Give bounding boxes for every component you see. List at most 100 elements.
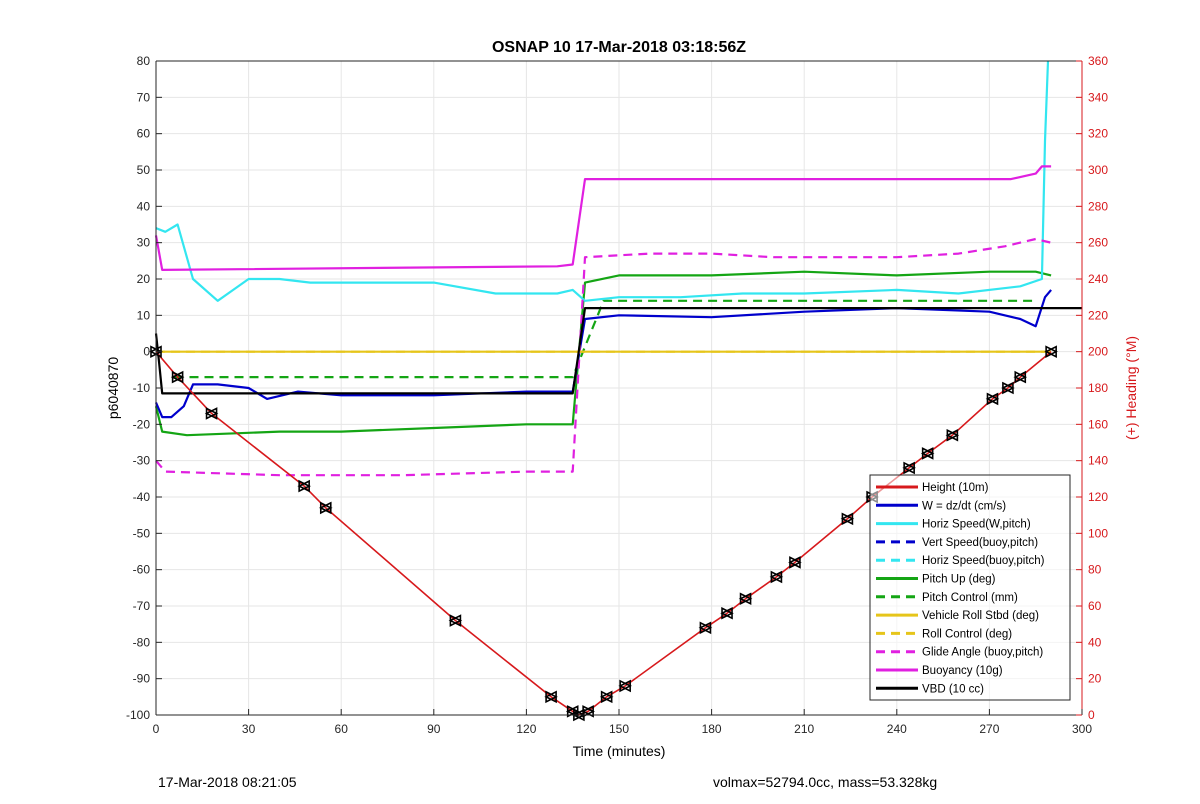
y-tick-label: -70	[133, 599, 151, 613]
x-tick-label: 90	[427, 722, 441, 736]
y2-tick-label: 0	[1088, 708, 1095, 722]
legend-label-w: W = dz/dt (cm/s)	[922, 500, 1006, 512]
height-marker	[945, 428, 960, 442]
legend-label-horiz_speed_w: Horiz Speed(W,pitch)	[922, 519, 1031, 531]
y2-tick-label: 140	[1088, 454, 1108, 468]
y2-tick-label: 340	[1088, 90, 1108, 104]
chart-title: OSNAP 10 17-Mar-2018 03:18:56Z	[492, 39, 746, 56]
height-marker	[1001, 381, 1015, 395]
y2-tick-label: 280	[1088, 199, 1108, 213]
y2-tick-label: 260	[1088, 236, 1108, 250]
height-marker	[698, 621, 713, 635]
y-tick-label: 20	[137, 272, 151, 286]
footer-volmax-mass: volmax=52794.0cc, mass=53.328kg	[713, 774, 938, 790]
height-marker	[170, 370, 185, 384]
y2-tick-label: 40	[1088, 635, 1102, 649]
y-tick-label: -90	[133, 672, 151, 686]
y-tick-label: 80	[137, 54, 151, 68]
y2-tick-label: 120	[1088, 490, 1108, 504]
y-tick-label: -30	[133, 454, 151, 468]
y2-tick-label: 60	[1088, 599, 1102, 613]
legend-label-buoyancy: Buoyancy (10g)	[922, 665, 1003, 677]
legend-label-roll_control: Roll Control (deg)	[922, 628, 1012, 640]
y-tick-label: 60	[137, 127, 151, 141]
y2-tick-label: 320	[1088, 127, 1108, 141]
y2-tick-label: 240	[1088, 272, 1108, 286]
y2-tick-label: 80	[1088, 563, 1102, 577]
series-pitch_up	[154, 270, 1052, 437]
y2-tick-label: 360	[1088, 54, 1108, 68]
series-vbd	[154, 307, 1082, 395]
height-marker	[1044, 345, 1058, 358]
y-tick-label: -60	[133, 563, 151, 577]
footer-timestamp: 17-Mar-2018 08:21:05	[158, 774, 297, 790]
x-tick-label: 270	[979, 722, 999, 736]
legend-label-pitch_control: Pitch Control (mm)	[922, 592, 1018, 604]
series-w	[154, 289, 1052, 419]
x-tick-label: 60	[335, 722, 349, 736]
x-tick-label: 300	[1072, 722, 1092, 736]
y-tick-label: -40	[133, 490, 151, 504]
legend: Height (10m) W = dz/dt (cm/s) Horiz Speed(…	[869, 474, 1071, 701]
height-marker	[738, 592, 753, 606]
series-buoyancy	[154, 165, 1052, 271]
y-axis-label: p6040870	[105, 357, 121, 420]
height-marker	[544, 690, 558, 704]
series-horiz_speed_w	[155, 60, 1050, 302]
height-marker	[448, 614, 463, 627]
height-marker	[720, 606, 734, 620]
y-tick-label: 70	[137, 90, 151, 104]
series-layer	[149, 60, 1082, 722]
legend-label-horiz_speed_buoy: Horiz Speed(buoy,pitch)	[922, 555, 1045, 567]
y2-tick-label: 220	[1088, 308, 1108, 322]
height-marker	[985, 392, 1000, 406]
legend-label-vbd: VBD (10 cc)	[922, 683, 984, 695]
x-tick-label: 210	[794, 722, 814, 736]
legend-label-pitch_up: Pitch Up (deg)	[922, 574, 996, 586]
y-tick-label: 0	[143, 345, 150, 359]
y-tick-label: -10	[133, 381, 151, 395]
y2-tick-label: 180	[1088, 381, 1108, 395]
x-tick-label: 0	[153, 722, 160, 736]
series-pitch_control	[174, 299, 1036, 379]
legend-label-roll: Vehicle Roll Stbd (deg)	[922, 610, 1039, 622]
height-marker	[840, 512, 855, 526]
y2-tick-label: 200	[1088, 345, 1108, 359]
height-marker	[769, 570, 784, 584]
x-tick-label: 240	[887, 722, 907, 736]
y2-axis-label: (+) Heading (°M)	[1123, 336, 1139, 440]
height-marker	[599, 690, 614, 704]
y-tick-label: 30	[137, 236, 151, 250]
legend-label-vert_speed_buoy: Vert Speed(buoy,pitch)	[922, 537, 1038, 549]
x-tick-label: 30	[242, 722, 256, 736]
legend-label-glide_angle: Glide Angle (buoy,pitch)	[922, 647, 1043, 659]
y-tick-label: -50	[133, 526, 151, 540]
y2-tick-label: 100	[1088, 526, 1108, 540]
y-tick-label: 50	[137, 163, 151, 177]
legend-box	[869, 474, 1071, 701]
y-tick-label: 40	[137, 199, 151, 213]
axes: 0 30 60 90 120 150 180 210 240 270 300-100-90-80-7…	[126, 54, 1108, 736]
height-marker	[618, 679, 632, 693]
y-tick-label: -20	[133, 417, 151, 431]
x-tick-label: 180	[702, 722, 722, 736]
height-marker	[318, 501, 333, 515]
series-height	[155, 351, 1052, 716]
height-marker	[204, 407, 219, 420]
height-marker	[581, 705, 595, 718]
height-marker	[902, 461, 916, 475]
y-tick-label: -80	[133, 635, 151, 649]
y-tick-label: 10	[137, 308, 151, 322]
height-marker	[788, 556, 802, 569]
legend-label-height: Height (10m)	[922, 482, 989, 494]
x-tick-label: 150	[609, 722, 629, 736]
y-tick-label: -100	[126, 708, 150, 722]
y2-tick-label: 300	[1088, 163, 1108, 177]
x-tick-label: 120	[516, 722, 536, 736]
height-marker	[1013, 370, 1028, 384]
y2-tick-label: 160	[1088, 417, 1108, 431]
height-marker	[920, 447, 935, 460]
height-marker	[297, 479, 311, 493]
y2-tick-label: 20	[1088, 672, 1102, 686]
